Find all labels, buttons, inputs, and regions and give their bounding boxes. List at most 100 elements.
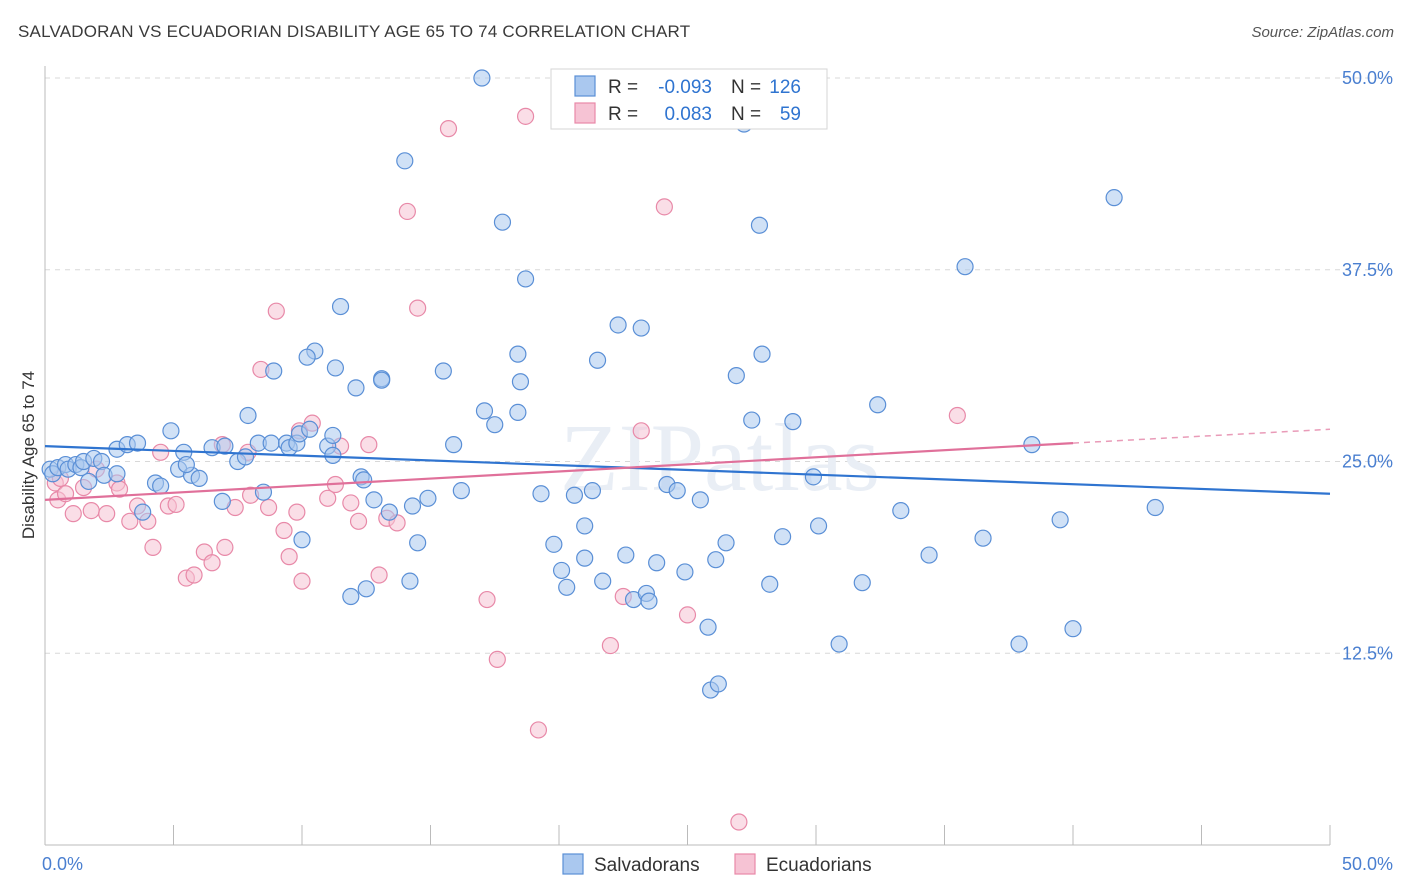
stats-legend: R = -0.093 N = 126 R = 0.083 N = 59	[550, 68, 828, 130]
trend-line-extension	[1072, 428, 1331, 444]
data-point	[324, 426, 342, 445]
data-point	[167, 495, 185, 514]
series-salvadorans	[41, 69, 1164, 699]
data-point	[750, 216, 769, 234]
data-point	[552, 561, 571, 580]
stats-legend-box	[550, 68, 828, 130]
legend-swatch	[574, 102, 596, 124]
data-point	[98, 505, 116, 523]
data-point	[576, 549, 594, 567]
legend-swatch	[734, 853, 756, 875]
data-point	[324, 446, 342, 464]
data-point	[439, 120, 458, 138]
data-point	[1064, 620, 1082, 638]
data-point	[365, 491, 383, 509]
data-point	[691, 491, 709, 509]
data-point	[370, 566, 388, 584]
data-point	[655, 198, 673, 216]
data-point	[509, 403, 527, 422]
data-point	[869, 396, 887, 414]
legend-r-value: -0.093	[658, 77, 712, 98]
data-point	[409, 299, 427, 317]
data-point	[319, 489, 337, 507]
data-point	[632, 422, 650, 440]
data-point	[576, 517, 594, 535]
data-point	[473, 69, 491, 87]
data-point	[239, 406, 257, 425]
data-point	[956, 258, 974, 276]
data-point	[511, 373, 530, 391]
data-point	[301, 420, 319, 438]
data-point	[203, 554, 221, 572]
data-point	[948, 406, 966, 425]
data-point	[213, 492, 231, 510]
series-legend: Salvadorans Ecuadorians	[562, 853, 872, 876]
data-point	[516, 107, 535, 125]
data-point	[707, 551, 725, 569]
data-point	[699, 618, 717, 636]
data-point	[761, 575, 779, 593]
data-point	[349, 512, 368, 530]
data-point	[488, 650, 506, 668]
data-point	[558, 578, 576, 596]
data-point	[648, 554, 666, 572]
data-point	[830, 635, 848, 653]
legend-swatch	[562, 853, 584, 875]
legend-n-value: 126	[769, 77, 801, 98]
trend-line	[44, 445, 1331, 495]
x-tick-label: 0.0%	[42, 854, 83, 874]
data-point	[974, 529, 992, 547]
data-point	[532, 485, 550, 503]
data-point	[152, 477, 170, 495]
legend-r-label: R =	[608, 104, 638, 125]
data-point	[216, 437, 234, 455]
data-point	[545, 535, 563, 553]
data-point	[743, 411, 761, 429]
data-point	[853, 574, 871, 592]
data-point	[583, 482, 602, 500]
data-point	[617, 546, 635, 564]
y-tick-label: 50.0%	[1342, 68, 1393, 88]
data-point	[1105, 189, 1123, 207]
data-point	[601, 636, 620, 655]
data-point	[355, 471, 373, 489]
data-point	[419, 489, 437, 507]
y-axis-label: Disability Age 65 to 74	[19, 371, 38, 539]
legend-label: Salvadorans	[594, 855, 700, 876]
tick-labels: 12.5% 25.0% 37.5% 50.0% 0.0% 50.0%	[42, 68, 1393, 874]
data-point	[128, 434, 147, 452]
data-point	[676, 563, 694, 581]
data-point	[516, 270, 535, 288]
data-point	[216, 538, 234, 557]
data-point	[259, 498, 278, 517]
data-point	[185, 566, 203, 584]
data-point	[920, 546, 938, 564]
data-point	[475, 402, 494, 420]
data-point	[892, 501, 910, 520]
data-point	[804, 468, 823, 486]
data-point	[409, 534, 427, 552]
data-point	[373, 371, 391, 389]
legend-n-label: N =	[731, 104, 761, 125]
data-point	[486, 416, 504, 434]
data-point	[331, 297, 350, 316]
data-point	[632, 319, 650, 337]
data-point	[342, 587, 360, 606]
data-point	[177, 455, 195, 474]
data-point	[730, 813, 748, 831]
trend-lines	[44, 428, 1331, 501]
data-point	[784, 413, 802, 431]
data-point	[357, 580, 375, 598]
data-point	[380, 503, 398, 521]
y-tick-label: 37.5%	[1342, 260, 1393, 280]
data-point	[1051, 511, 1069, 529]
data-point	[347, 379, 365, 397]
data-point	[478, 590, 496, 609]
data-point	[108, 465, 126, 483]
data-point	[80, 472, 98, 491]
data-point	[753, 345, 771, 363]
data-point	[280, 548, 298, 566]
data-point	[594, 572, 612, 590]
data-point	[360, 436, 378, 454]
data-point	[326, 359, 345, 377]
